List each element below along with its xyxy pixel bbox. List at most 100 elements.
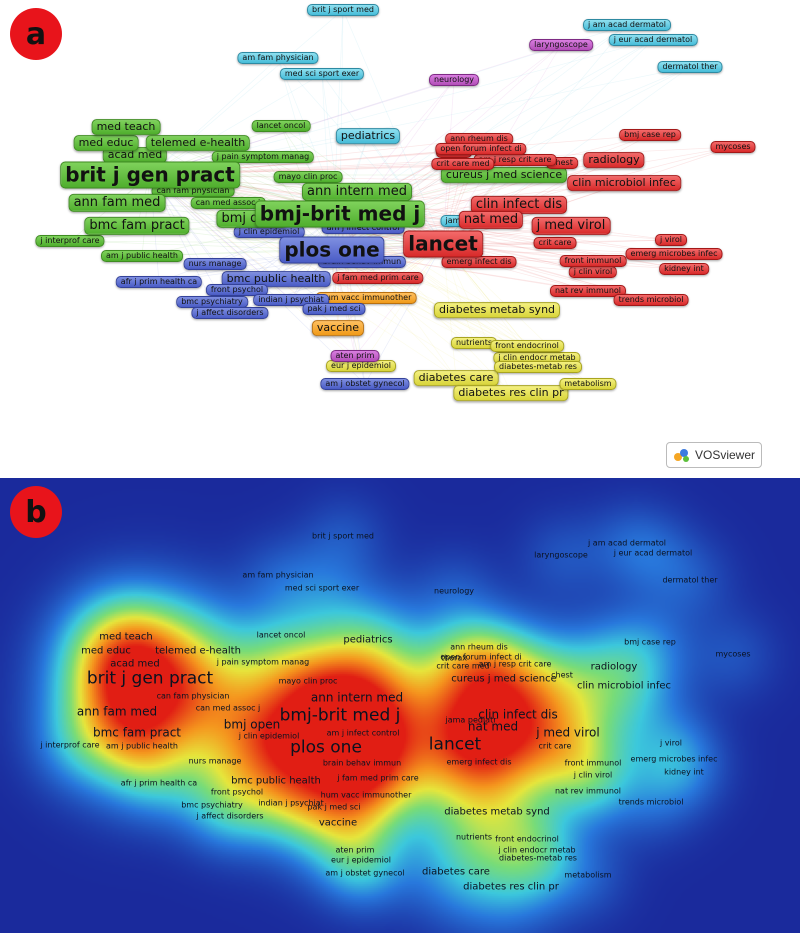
network-link [360,243,444,367]
network-node: diabetes metab synd [433,302,561,318]
panel-b-label: b [10,486,62,538]
network-link [331,249,675,255]
density-label: diabetes metab synd [444,806,550,818]
network-node: mayo clin proc [273,171,343,183]
network-node: j pain symptom manag [211,151,315,163]
network-node: crit care med [431,158,495,170]
density-label: can fam physician [156,691,230,701]
network-node: j fam med prim care [332,272,424,284]
network-node: clin microbiol infec [567,175,681,191]
density-visualization-panel: lancet bmj-brit med j plos one brit j gen p… [0,478,800,933]
density-label: mayo clin proc [278,676,338,686]
network-node: brit j sport med [307,4,379,16]
network-node: j affect disorders [191,307,269,319]
network-node: nat med [458,210,524,230]
density-label: bmc public health [231,775,321,787]
density-label: med teach [99,631,153,643]
density-label: bmc psychiatry [181,800,243,810]
network-node: metabolism [559,378,617,390]
density-label: clin infect dis [478,707,558,722]
network-visualization-panel: lancet bmj-brit med j plos one brit j gen p… [10,4,762,468]
network-node: radiology [583,152,645,168]
vosviewer-logo-icon [674,449,689,462]
network-node: ann fam med [68,193,166,213]
density-label: open forum infect di [440,652,522,662]
density-label: am j public health [106,741,178,751]
density-heatmap [0,478,800,933]
density-label: dermatol ther [662,575,718,585]
density-label: diabetes res clin pr [463,881,559,893]
density-label: jama pediatr [445,715,497,725]
vosviewer-logo-text: VOSviewer [695,448,756,462]
network-node: pak j med sci [302,303,366,315]
network-node: ann rheum dis [445,133,513,145]
network-link [149,57,279,176]
network-node: bmj-brit med j [254,200,426,228]
density-label: j affect disorders [196,811,264,821]
density-label: j am acad dermatol [588,538,666,548]
density-label: afr j prim health ca [120,778,198,788]
network-node: am fam physician [237,52,319,64]
density-label: brit j sport med [312,531,374,541]
density-label: mycoses [715,649,751,659]
density-label: j med virol [536,725,600,740]
network-node: kidney int [659,263,709,275]
network-link [339,24,628,215]
network-node: neurology [429,74,479,86]
density-label: j clin endocr metab [498,845,576,855]
density-label: nat med [467,719,519,734]
density-label: hum vacc immunother [320,790,412,800]
density-label: crit care med [436,661,490,671]
network-node: aten prim [330,350,380,362]
density-label: acad med [110,658,160,670]
network-node: can med assoc j [190,197,266,209]
density-label: ann intern med [310,690,404,705]
network-link [331,249,457,379]
network-node: vaccine [311,320,365,336]
network-node: nat rev immunol [549,285,627,297]
density-label: diabetes-metab res [499,853,577,863]
network-node: afr j prim health ca [115,276,203,288]
density-label: bmj-brit med j [279,705,401,726]
network-link [342,9,444,245]
density-label: bmc fam pract [92,725,182,740]
density-label: j pain symptom manag [216,657,310,667]
density-label: lancet [428,734,482,755]
density-label: front immunol [564,758,622,768]
density-label: j clin virol [573,770,613,780]
density-label: ann rheum dis [450,642,508,652]
network-node: lancet [403,230,483,258]
network-link [141,174,151,257]
density-label: am j infect control [326,728,400,738]
density-label: bmj case rep [624,637,676,647]
density-label: neurology [434,586,474,596]
network-node: med educ [73,135,139,151]
vosviewer-logo: VOSviewer [666,442,762,468]
network-node: bmc fam pract [84,216,190,236]
network-node: j interprof care [35,235,105,247]
network-node: nutrients [450,337,498,349]
network-link [149,174,512,394]
density-label: emerg microbes infec [630,754,718,764]
network-node: pediatrics [335,128,401,144]
network-node: diabetes care [413,370,499,386]
density-label: brit j gen pract [86,668,214,689]
panel-a-label: a [10,8,62,60]
network-node: j eur acad dermatol [608,34,698,46]
density-label: can med assoc j [195,703,261,713]
density-label: nat rev immunol [554,786,622,796]
density-label: front psychol [210,787,264,797]
density-label: brain behav immun [322,758,402,768]
network-node: med teach [91,119,161,135]
density-label: crit care [538,741,572,751]
network-node: lancet oncol [251,120,311,132]
density-label: front endocrinol [495,834,559,844]
network-node: j am acad dermatol [583,19,671,31]
network-node: am j obstet gynecol [320,378,410,390]
density-label: metabolism [564,870,612,880]
network-node: plos one [279,236,385,264]
density-label: bmj open [223,717,281,732]
density-label: ann fam med [76,704,158,719]
density-label: nurs manage [188,756,242,766]
density-label: clin microbiol infec [576,680,672,692]
